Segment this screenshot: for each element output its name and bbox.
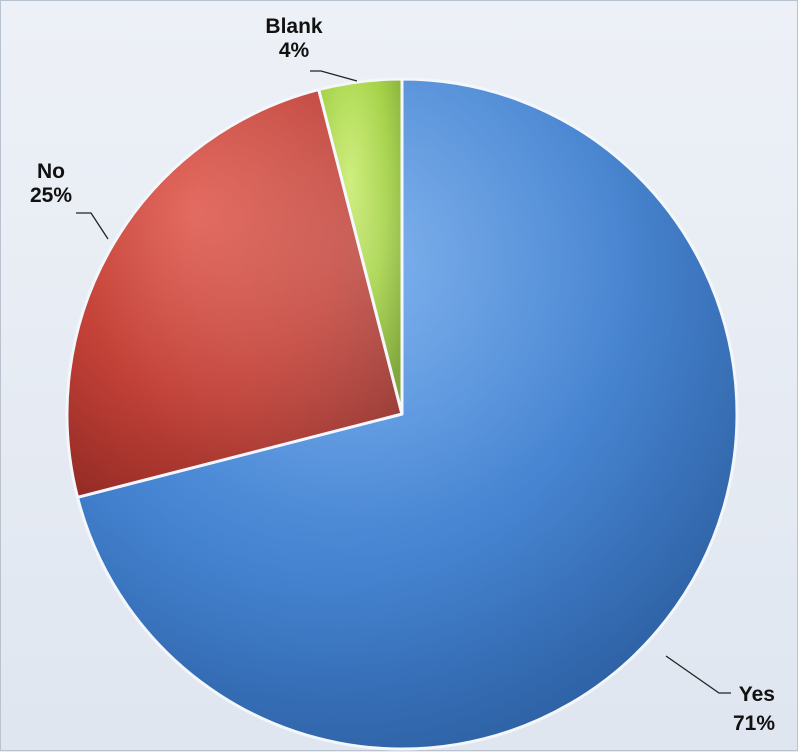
leader-line-yes bbox=[665, 655, 731, 694]
category-label-blank: Blank bbox=[265, 15, 323, 38]
category-label-yes: Yes bbox=[739, 683, 775, 706]
value-label-yes: 71% bbox=[733, 712, 775, 735]
leader-line-blank bbox=[310, 70, 358, 82]
value-label-blank: 4% bbox=[279, 39, 310, 62]
category-label-no: No bbox=[37, 160, 65, 183]
leader-line-no bbox=[76, 212, 109, 240]
value-label-no: 25% bbox=[30, 184, 72, 207]
